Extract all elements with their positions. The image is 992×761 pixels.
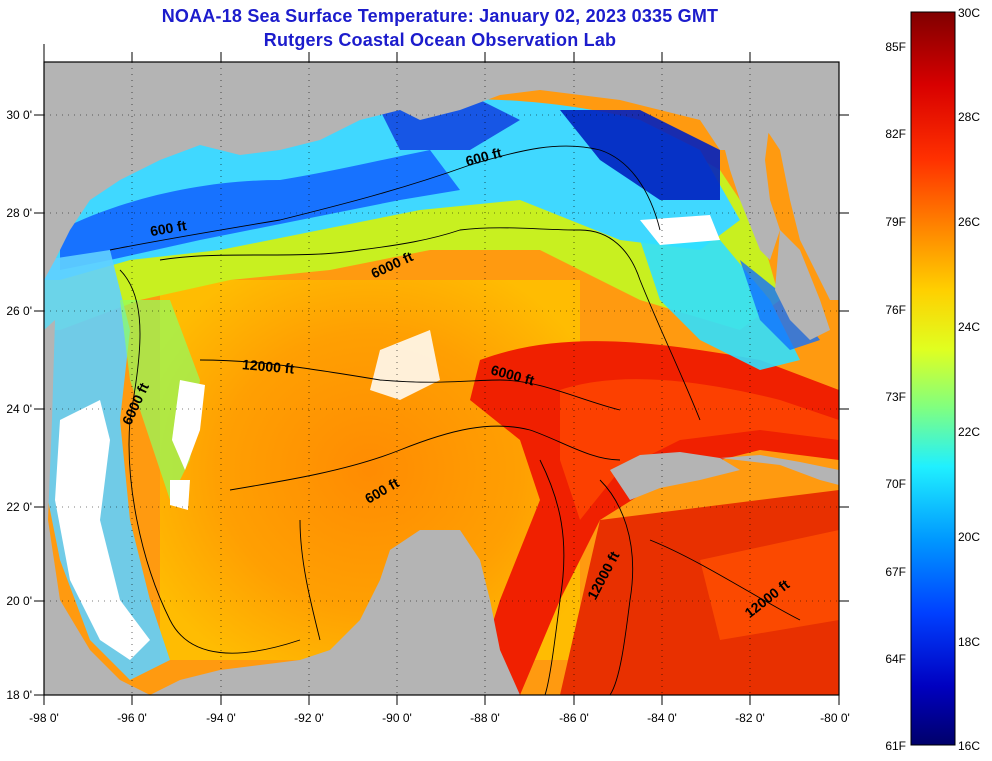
colorbar-celsius-label: 20C bbox=[958, 530, 980, 544]
lat-tick-label: 22 0' bbox=[6, 500, 32, 514]
cloud-patch bbox=[170, 480, 190, 510]
lon-tick-label: -94 0' bbox=[206, 711, 236, 725]
lon-tick-label: -80 0' bbox=[820, 711, 850, 725]
colorbar-celsius-label: 16C bbox=[958, 739, 980, 753]
lon-tick-label: -84 0' bbox=[647, 711, 677, 725]
contour-label: 600 ft bbox=[149, 217, 188, 239]
map-field: 600 ft 600 ft 6000 ft 12000 ft 6000 ft 6… bbox=[44, 62, 839, 695]
lon-tick-label: -82 0' bbox=[735, 711, 765, 725]
colorbar-celsius-label: 22C bbox=[958, 425, 980, 439]
colorbar-fahrenheit-label: 82F bbox=[885, 127, 906, 141]
colorbar-fahrenheit-label: 76F bbox=[885, 303, 906, 317]
lat-tick-label: 20 0' bbox=[6, 594, 32, 608]
lat-labels: 30 0' 28 0' 26 0' 24 0' 22 0' 20 0' 18 0… bbox=[6, 108, 32, 702]
cloud-patch bbox=[640, 215, 720, 245]
map-frame bbox=[43, 61, 840, 696]
land-cuba bbox=[610, 452, 740, 500]
land-florida-south bbox=[775, 230, 830, 340]
colorbar-fahrenheit-label: 79F bbox=[885, 215, 906, 229]
map-subtitle: Rutgers Coastal Ocean Observation Lab bbox=[263, 30, 617, 50]
land-campeche bbox=[150, 530, 520, 695]
lon-tick-label: -90 0' bbox=[382, 711, 412, 725]
lat-tick-label: 24 0' bbox=[6, 402, 32, 416]
colorbar-celsius-label: 30C bbox=[958, 6, 980, 20]
contour-label: 12000 ft bbox=[242, 356, 296, 377]
colorbar-celsius-label: 24C bbox=[958, 320, 980, 334]
lon-tick-label: -86 0' bbox=[559, 711, 589, 725]
colorbar-fahrenheit-label: 70F bbox=[885, 477, 906, 491]
lat-tick-label: 26 0' bbox=[6, 304, 32, 318]
land-florida bbox=[720, 62, 839, 300]
colorbar: 30C 28C 26C 24C 22C 20C 18C 16C 85F 82F … bbox=[885, 6, 980, 753]
colorbar-celsius-label: 18C bbox=[958, 635, 980, 649]
lon-tick-label: -88 0' bbox=[470, 711, 500, 725]
map-title: NOAA-18 Sea Surface Temperature: January… bbox=[161, 6, 719, 26]
axis-ticks bbox=[34, 44, 849, 705]
colorbar-fahrenheit-label: 73F bbox=[885, 390, 906, 404]
graticule bbox=[44, 62, 839, 695]
colorbar-fahrenheit-label: 67F bbox=[885, 565, 906, 579]
colorbar-celsius-label: 28C bbox=[958, 110, 980, 124]
lat-tick-label: 18 0' bbox=[6, 688, 32, 702]
lon-tick-label: -92 0' bbox=[294, 711, 324, 725]
cloud-patch bbox=[172, 380, 205, 470]
colorbar-fahrenheit-label: 64F bbox=[885, 652, 906, 666]
land-mexico-west bbox=[44, 320, 150, 695]
lon-tick-label: -98 0' bbox=[29, 711, 59, 725]
land-north bbox=[44, 62, 790, 280]
depth-contours bbox=[109, 145, 801, 695]
cloud-patch bbox=[55, 400, 150, 660]
lat-tick-label: 30 0' bbox=[6, 108, 32, 122]
land-cuba-east bbox=[720, 455, 839, 485]
colorbar-fahrenheit-label: 61F bbox=[885, 739, 906, 753]
lon-tick-label: -96 0' bbox=[117, 711, 147, 725]
colorbar-gradient bbox=[910, 11, 956, 746]
colorbar-celsius-label: 26C bbox=[958, 215, 980, 229]
cloud-patch bbox=[370, 330, 440, 400]
lat-tick-label: 28 0' bbox=[6, 206, 32, 220]
lon-labels: -98 0' -96 0' -94 0' -92 0' -90 0' -88 0… bbox=[29, 711, 850, 725]
colorbar-fahrenheit-label: 85F bbox=[885, 40, 906, 54]
